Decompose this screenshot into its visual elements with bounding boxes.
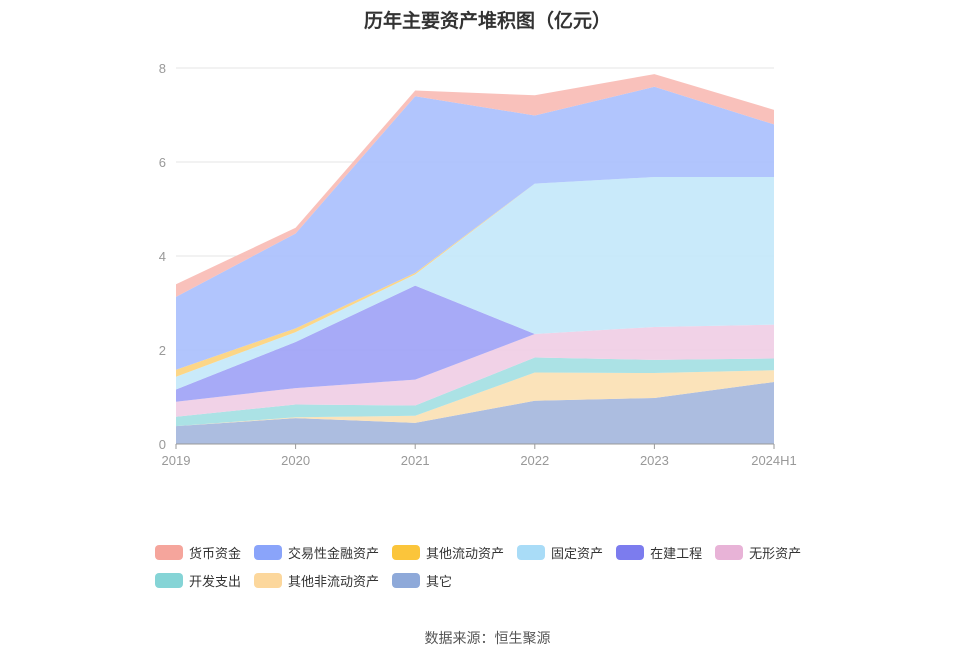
data-source: 数据来源：恒生聚源 <box>424 630 551 646</box>
x-tick-label: 2021 <box>401 453 430 468</box>
y-tick-label: 0 <box>159 437 166 452</box>
legend-item[interactable]: 无形资产 <box>715 543 801 562</box>
legend-swatch <box>155 545 183 560</box>
legend-item[interactable]: 交易性金融资产 <box>254 543 379 562</box>
area-series-其它 <box>176 381 774 444</box>
legend-label: 固定资产 <box>551 546 604 561</box>
y-tick-label: 2 <box>159 343 166 358</box>
legend-swatch <box>392 573 421 588</box>
x-tick-label: 2022 <box>520 453 549 468</box>
legend-swatch <box>517 545 546 560</box>
area-series <box>176 74 774 444</box>
legend-swatch <box>254 545 283 560</box>
legend-item[interactable]: 其它 <box>392 571 452 590</box>
area-series-开发支出 <box>176 357 774 427</box>
legend-row: 开发支出 其他非流动资产 其它 <box>155 571 465 590</box>
legend-label: 开发支出 <box>189 574 242 589</box>
legend-item[interactable]: 货币资金 <box>155 543 241 562</box>
x-tick-label: 2020 <box>281 453 310 468</box>
legend-swatch <box>155 573 183 588</box>
area-series-在建工程 <box>176 285 774 402</box>
legend-item[interactable]: 固定资产 <box>517 543 603 562</box>
axes: 0 2 4 6 8 2019 2020 2021 2022 2023 2024H1 <box>159 61 797 468</box>
legend-row: 货币资金 交易性金融资产 其他流动资产 固定资产 在建工程 无形资产 <box>155 543 814 562</box>
legend-swatch <box>715 545 744 560</box>
x-tick-label: 2023 <box>640 453 669 468</box>
y-tick-label: 8 <box>159 61 166 76</box>
y-tick-label: 4 <box>159 249 166 264</box>
y-tick-label: 6 <box>159 155 166 170</box>
legend-item[interactable]: 其他非流动资产 <box>254 571 379 590</box>
legend-label: 其它 <box>426 574 453 589</box>
x-tick-label: 2024H1 <box>751 453 797 468</box>
legend-swatch <box>392 545 421 560</box>
chart-title: 历年主要资产堆积图（亿元） <box>363 11 611 32</box>
legend-item[interactable]: 在建工程 <box>616 543 702 562</box>
area-series-货币资金 <box>176 74 774 297</box>
legend-label: 其他流动资产 <box>426 546 505 561</box>
legend-swatch <box>254 573 283 588</box>
legend-label: 无形资产 <box>749 546 802 561</box>
area-series-其他非流动资产 <box>176 370 774 427</box>
legend-swatch <box>616 545 645 560</box>
legend-label: 货币资金 <box>189 546 242 561</box>
legend-label: 交易性金融资产 <box>288 546 380 561</box>
legend-item[interactable]: 其他流动资产 <box>392 543 504 562</box>
area-series-无形资产 <box>176 324 774 417</box>
legend-item[interactable]: 开发支出 <box>155 571 241 590</box>
legend-label: 其他非流动资产 <box>288 574 380 589</box>
x-tick-label: 2019 <box>162 453 191 468</box>
area-series-交易性金融资产 <box>176 86 774 370</box>
stacked-area-chart: 0 2 4 6 8 2019 2020 2021 2022 2023 2024H1 <box>159 61 797 468</box>
area-series-固定资产 <box>176 177 774 390</box>
legend-label: 在建工程 <box>650 546 703 561</box>
